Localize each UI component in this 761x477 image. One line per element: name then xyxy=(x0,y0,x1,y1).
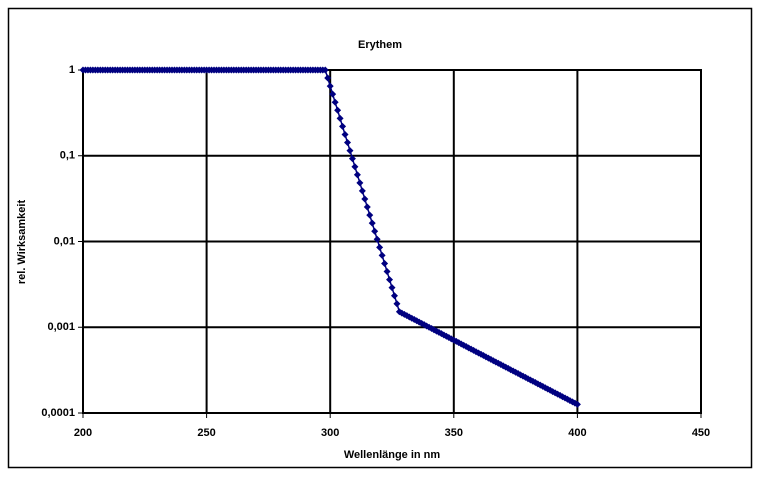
data-point xyxy=(386,276,394,284)
data-point xyxy=(388,284,396,292)
x-tick-label: 350 xyxy=(445,427,463,439)
data-point xyxy=(383,268,391,276)
chart-title: Erythem xyxy=(358,39,402,51)
data-point xyxy=(336,114,344,122)
data-point xyxy=(331,98,339,106)
x-tick-label: 200 xyxy=(74,427,92,439)
data-point xyxy=(339,122,347,130)
x-tick-label: 400 xyxy=(568,427,586,439)
data-point xyxy=(381,259,389,267)
data-point xyxy=(329,90,337,98)
y-tick-label: 0,001 xyxy=(47,321,75,333)
y-tick-label: 1 xyxy=(69,64,75,76)
data-point xyxy=(326,82,334,90)
data-point xyxy=(371,227,379,235)
data-point xyxy=(344,139,352,147)
data-point xyxy=(378,251,386,259)
data-point xyxy=(376,243,384,251)
data-point xyxy=(573,400,581,408)
data-point xyxy=(366,211,374,219)
data-point xyxy=(348,155,356,163)
data-point xyxy=(324,74,332,82)
data-point xyxy=(321,66,329,74)
y-tick-label: 0,01 xyxy=(54,235,75,247)
data-point xyxy=(334,106,342,114)
data-point xyxy=(390,292,398,300)
x-tick-label: 300 xyxy=(321,427,339,439)
data-point xyxy=(341,130,349,138)
data-point xyxy=(361,195,369,203)
data-point xyxy=(368,219,376,227)
x-axis-label: Wellenlänge in nm xyxy=(344,449,441,461)
data-point xyxy=(363,203,371,211)
y-axis-label: rel. Wirksamkeit xyxy=(16,200,28,285)
y-tick-label: 0,0001 xyxy=(41,407,75,419)
data-point xyxy=(346,147,354,155)
x-tick-label: 450 xyxy=(692,427,710,439)
data-point xyxy=(356,179,364,187)
data-point xyxy=(393,300,401,308)
y-tick-label: 0,1 xyxy=(60,150,75,162)
data-point xyxy=(358,187,366,195)
data-point xyxy=(353,171,361,179)
data-point xyxy=(373,235,381,243)
x-tick-label: 250 xyxy=(197,427,215,439)
data-point xyxy=(351,163,359,171)
